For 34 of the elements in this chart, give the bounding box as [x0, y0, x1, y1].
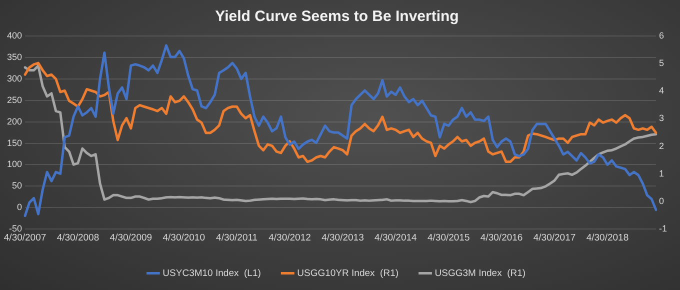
- y-tick-label: 100: [6, 159, 22, 170]
- y2-tick-label: 5: [659, 58, 664, 68]
- y2-tick-label: 4: [659, 86, 664, 96]
- y-tick-label: 350: [6, 52, 22, 62]
- y-tick-label: -50: [9, 224, 22, 234]
- x-tick-label: 4/30/2012: [268, 232, 311, 244]
- legend-label: USYC3M10 Index (L1): [162, 268, 261, 279]
- x-tick-label: 4/30/2014: [374, 232, 417, 244]
- x-tick-label: 4/30/2015: [427, 232, 470, 244]
- y2-tick-label: 1: [659, 168, 664, 178]
- x-tick-label: 4/30/2011: [216, 232, 258, 244]
- legend-label: USGG3M Index (R1): [434, 268, 526, 279]
- x-tick-label: 4/30/2010: [162, 232, 205, 244]
- y2-tick-label: 6: [659, 30, 664, 40]
- x-tick-label: 4/30/2008: [56, 232, 100, 244]
- y2-tick-label: 3: [659, 113, 664, 124]
- y-tick-label: 50: [12, 180, 22, 191]
- legend-label: USGG10YR Index (R1): [297, 268, 399, 279]
- x-tick-label: 4/30/2013: [322, 232, 364, 244]
- y2-tick-label: 0: [659, 196, 664, 206]
- chart-title: Yield Curve Seems to Be Inverting: [215, 8, 459, 26]
- y-tick-label: 150: [6, 138, 22, 148]
- x-tick-label: 4/30/2007: [4, 232, 46, 244]
- y2-tick-label: -1: [659, 224, 668, 234]
- y2-tick-label: 2: [659, 140, 664, 151]
- x-tick-label: 4/30/2016: [480, 232, 523, 244]
- y-tick-label: 200: [6, 116, 22, 126]
- x-tick-label: 4/30/2018: [586, 232, 629, 244]
- y-tick-label: 400: [6, 30, 22, 40]
- y-tick-label: 300: [6, 73, 22, 84]
- x-tick-label: 4/30/2009: [110, 232, 152, 244]
- y-tick-label: 250: [6, 94, 22, 105]
- x-tick-label: 4/30/2017: [533, 232, 576, 244]
- y-tick-label: 0: [17, 202, 22, 212]
